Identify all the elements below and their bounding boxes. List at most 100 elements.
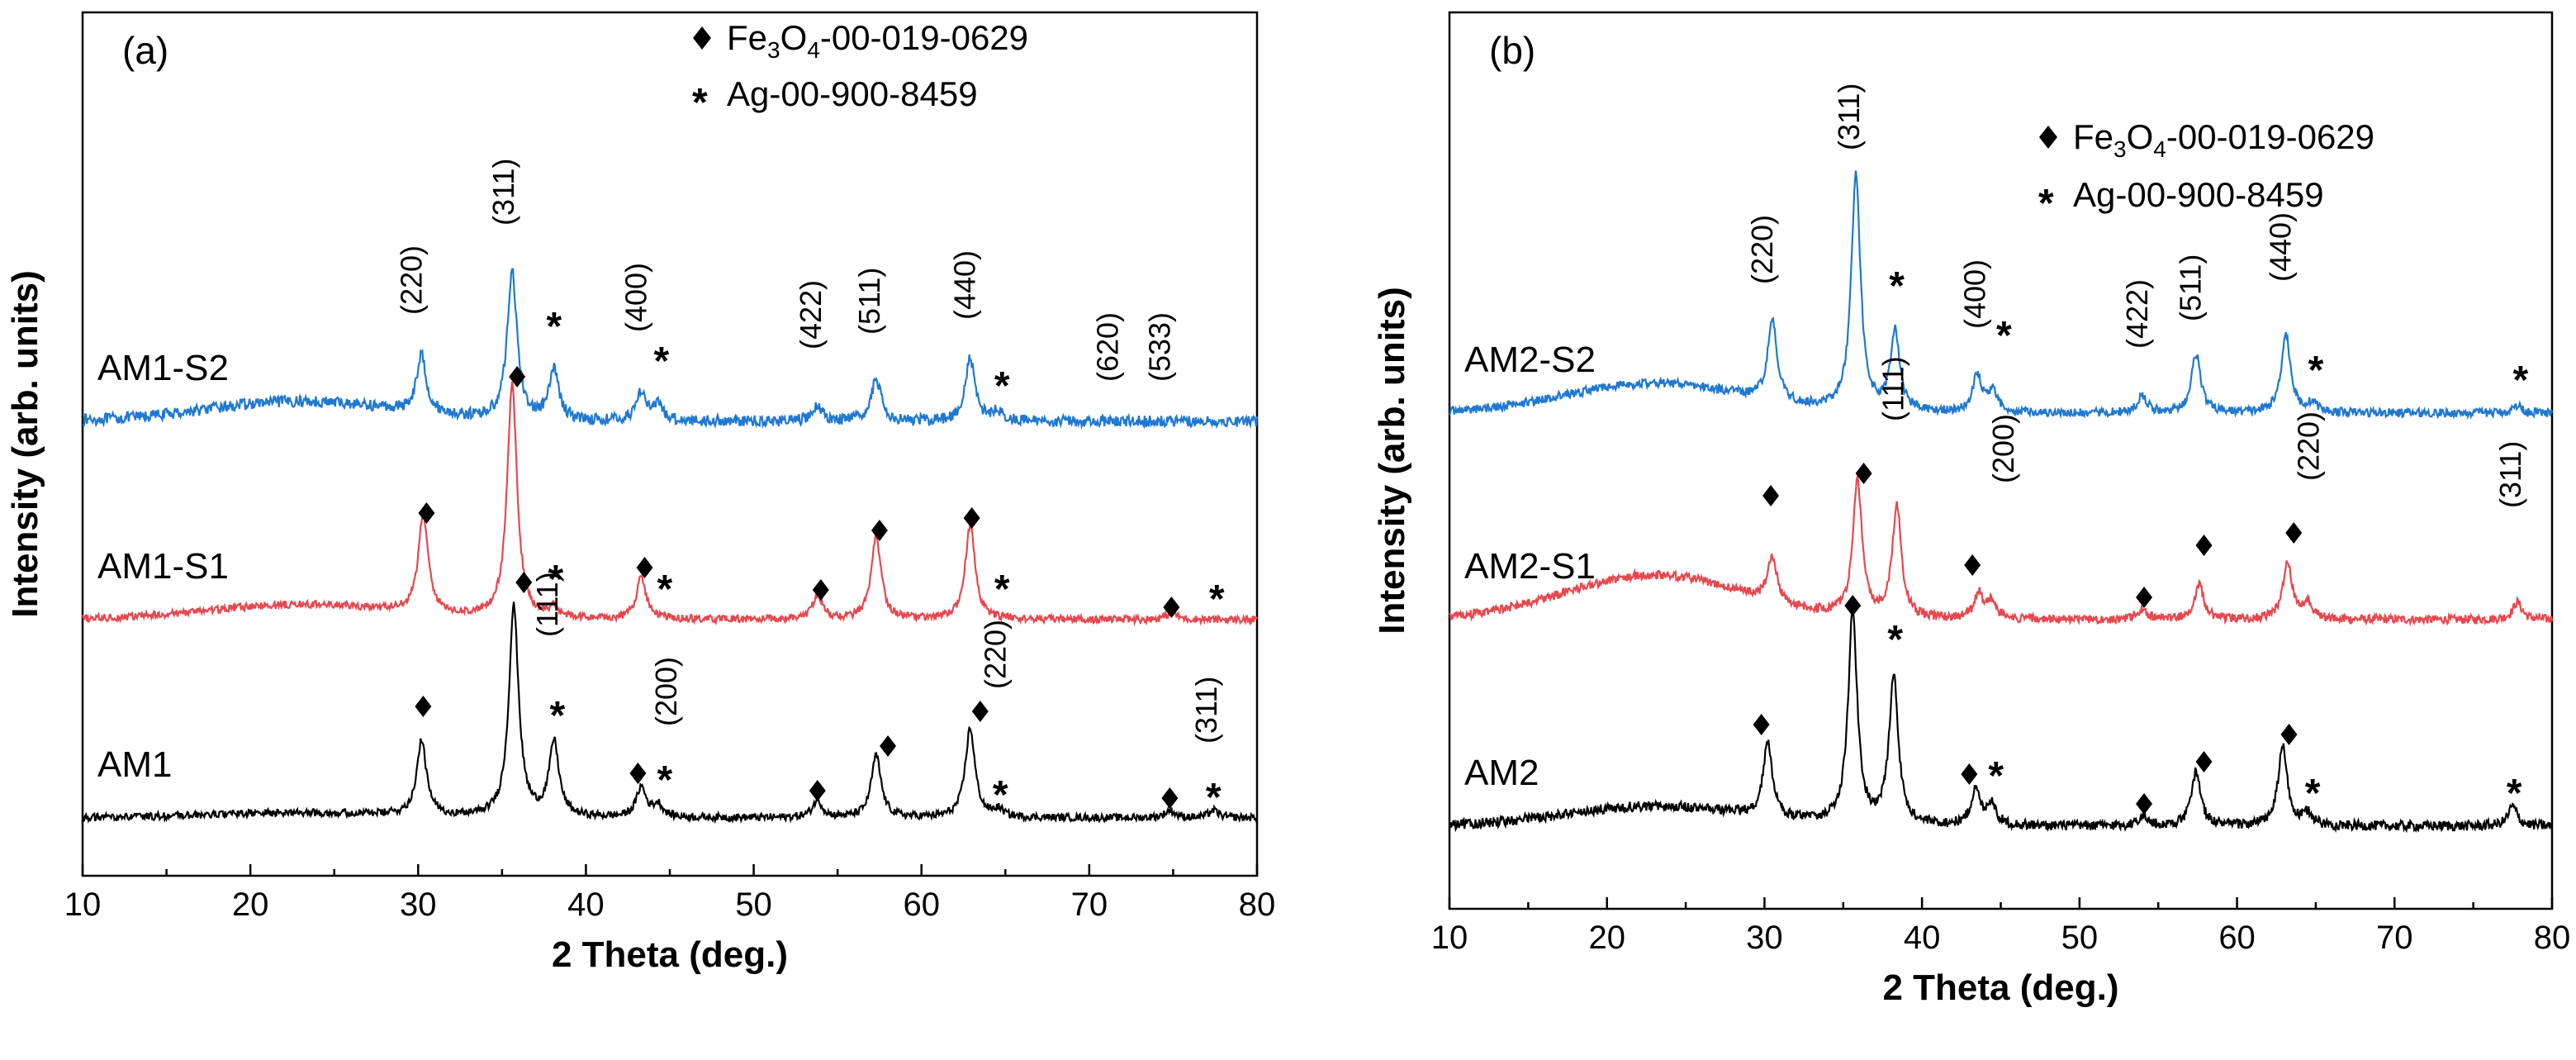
fe3o4-peak-marker bbox=[1163, 597, 1180, 618]
fe3o4-peak-marker bbox=[2136, 587, 2153, 608]
miller-index-label: (511) bbox=[852, 268, 886, 335]
miller-index-label: (511) bbox=[2174, 254, 2208, 321]
miller-index-label: (311) bbox=[486, 159, 520, 226]
ag-peak-marker: * bbox=[994, 364, 1010, 408]
fe3o4-peak-marker bbox=[515, 572, 533, 593]
legend-star-icon: * bbox=[692, 81, 708, 125]
series-am1: AM1 * * * * (111) (200) (220) (311) bbox=[81, 572, 1259, 825]
fe3o4-peak-marker bbox=[2136, 793, 2153, 815]
fe3o4-peak-marker bbox=[629, 763, 647, 784]
legend-entry-ag: Ag-00-900-8459 bbox=[727, 74, 978, 113]
fe3o4-peak-marker bbox=[1961, 763, 1978, 785]
miller-index-label: (311) bbox=[1832, 83, 1866, 150]
miller-index-label: (400) bbox=[619, 263, 653, 332]
series-label: AM1-S1 bbox=[97, 546, 229, 587]
x-tick-label: 40 bbox=[567, 887, 605, 923]
panel-label: (b) bbox=[1489, 29, 1535, 72]
legend-entry-fe3o4: Fe3O4-00-019-0629 bbox=[727, 18, 1028, 63]
series-am1-s1: AM1-S1 * * * * bbox=[81, 366, 1258, 627]
y-axis-label: Intensity (arb. units) bbox=[1372, 287, 1412, 634]
ag-peak-marker: * bbox=[657, 758, 673, 802]
x-tick-label: 80 bbox=[2534, 920, 2571, 956]
miller-index-label: (422) bbox=[2120, 279, 2154, 349]
legend-entry-fe3o4: Fe3O4-00-019-0629 bbox=[2073, 117, 2374, 162]
legend-diamond-icon bbox=[2039, 126, 2057, 149]
miller-index-label: (111) bbox=[1876, 356, 1909, 421]
fe3o4-peak-marker bbox=[971, 701, 989, 722]
x-tick-label: 50 bbox=[735, 887, 772, 923]
ag-peak-marker: * bbox=[993, 773, 1008, 817]
y-axis-label: Intensity (arb. units) bbox=[5, 270, 45, 617]
miller-index-label: (400) bbox=[1957, 259, 1991, 329]
series-label: AM2-S2 bbox=[1464, 340, 1596, 380]
fe3o4-peak-marker bbox=[2195, 751, 2213, 772]
x-tick-label: 30 bbox=[400, 887, 437, 923]
x-tick-label: 60 bbox=[903, 887, 940, 923]
x-tick-label: 30 bbox=[1746, 920, 1783, 956]
fe3o4-peak-marker bbox=[880, 735, 897, 757]
x-tick-label: 40 bbox=[1904, 920, 1941, 956]
series-line bbox=[1449, 170, 2554, 421]
series-am2-s2: AM2-S2 * * * * (220) (311) (400) (422) (511) (440) bbox=[1449, 83, 2554, 421]
ag-peak-marker: * bbox=[657, 568, 673, 611]
ag-peak-marker: * bbox=[2305, 772, 2321, 815]
x-tick-label: 20 bbox=[1588, 920, 1625, 956]
ag-peak-marker: * bbox=[994, 568, 1010, 611]
series-am1-s2: AM1-S2 * * * (220) (311) (400) (422) (511) (440) (… bbox=[82, 159, 1259, 430]
miller-index-label: (220) bbox=[1745, 215, 1779, 284]
fe3o4-peak-marker bbox=[1844, 595, 1862, 616]
panel-label: (a) bbox=[122, 29, 168, 72]
ag-peak-marker: * bbox=[1206, 776, 1222, 820]
series-line bbox=[81, 381, 1258, 627]
fe3o4-peak-marker bbox=[2195, 535, 2213, 556]
x-tick-label: 70 bbox=[1071, 887, 1108, 923]
fe3o4-peak-marker bbox=[871, 520, 888, 541]
miller-index-label: (220) bbox=[978, 620, 1012, 689]
x-tick-label: 70 bbox=[2376, 920, 2413, 956]
fe3o4-peak-marker bbox=[963, 507, 980, 529]
ag-peak-marker: * bbox=[1889, 264, 1905, 308]
legend-entry-ag: Ag-00-900-8459 bbox=[2073, 175, 2324, 214]
legend-star-icon: * bbox=[2038, 182, 2054, 226]
ag-peak-marker: * bbox=[2507, 772, 2522, 815]
miller-index-label: (533) bbox=[1142, 312, 1176, 382]
x-tick-label: 10 bbox=[64, 887, 102, 923]
miller-index-label: (311) bbox=[2493, 441, 2527, 508]
fe3o4-peak-marker bbox=[2285, 522, 2303, 544]
miller-index-label: (220) bbox=[394, 245, 428, 315]
ag-peak-marker: * bbox=[1209, 578, 1225, 621]
ag-peak-marker: * bbox=[2513, 359, 2529, 402]
legend-diamond-icon bbox=[693, 26, 711, 50]
miller-index-label: (620) bbox=[1090, 312, 1124, 382]
miller-index-label: (111) bbox=[530, 572, 564, 637]
x-tick-label: 50 bbox=[2061, 920, 2099, 956]
ag-peak-marker: * bbox=[1887, 618, 1903, 662]
plot-frame bbox=[81, 11, 1259, 877]
fe3o4-peak-marker bbox=[1964, 554, 1981, 576]
miller-index-label: (200) bbox=[649, 657, 683, 726]
ag-peak-marker: * bbox=[653, 340, 669, 383]
series-am2: AM2 * * * * bbox=[1448, 595, 2554, 834]
fe3o4-peak-marker bbox=[415, 696, 432, 717]
fe3o4-peak-marker bbox=[809, 780, 826, 801]
series-am2-s1: AM2-S1 (111) (200) (220) (311) bbox=[1449, 356, 2554, 627]
ag-peak-marker: * bbox=[2308, 349, 2324, 392]
ag-peak-marker: * bbox=[1988, 754, 2004, 798]
x-tick-label: 80 bbox=[1239, 887, 1276, 923]
series-label: AM2 bbox=[1464, 753, 1539, 793]
fe3o4-peak-marker bbox=[812, 579, 829, 601]
ag-peak-marker: * bbox=[1996, 314, 2012, 358]
ag-peak-marker: * bbox=[546, 305, 562, 349]
ag-peak-marker: * bbox=[548, 558, 564, 601]
series-label: AM2-S1 bbox=[1464, 546, 1596, 587]
series-line bbox=[1448, 606, 2554, 834]
fe3o4-peak-marker bbox=[1855, 463, 1872, 484]
fe3o4-peak-marker bbox=[636, 557, 653, 578]
x-axis-label: 2 Theta (deg.) bbox=[552, 934, 788, 975]
chart-panel-b: (b) 10 20 30 40 50 60 70 80 2 Theta (deg.) Intensi… bbox=[1372, 11, 2571, 1008]
fe3o4-peak-marker bbox=[2280, 724, 2298, 745]
x-axis-label: 2 Theta (deg.) bbox=[1882, 967, 2118, 1008]
miller-index-label: (422) bbox=[794, 280, 828, 349]
x-tick-label: 10 bbox=[1431, 920, 1468, 956]
